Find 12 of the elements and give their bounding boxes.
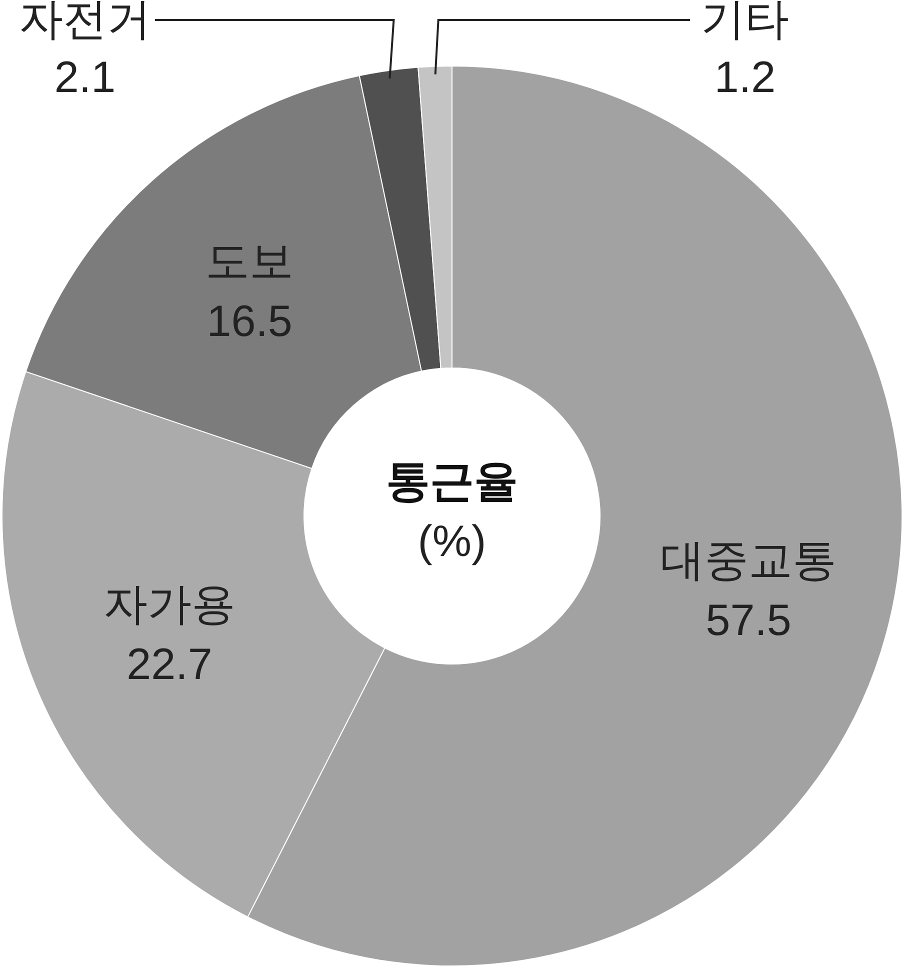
slice-label: 기타 xyxy=(701,0,789,44)
data-label: 16.5 xyxy=(206,296,292,346)
slice-label: 자전거 xyxy=(19,0,151,44)
data-label: 22.7 xyxy=(126,640,212,689)
slice-label: 도보 xyxy=(206,236,294,286)
text: 통근율 xyxy=(386,457,518,506)
slice-label: 대중교통 xyxy=(660,536,837,586)
slice-label: 자가용 xyxy=(103,580,236,629)
data-label: 1.2 xyxy=(714,53,776,102)
data-label: 2.1 xyxy=(54,53,116,102)
data-label: 57.5 xyxy=(706,596,792,646)
text: (%) xyxy=(418,517,486,566)
